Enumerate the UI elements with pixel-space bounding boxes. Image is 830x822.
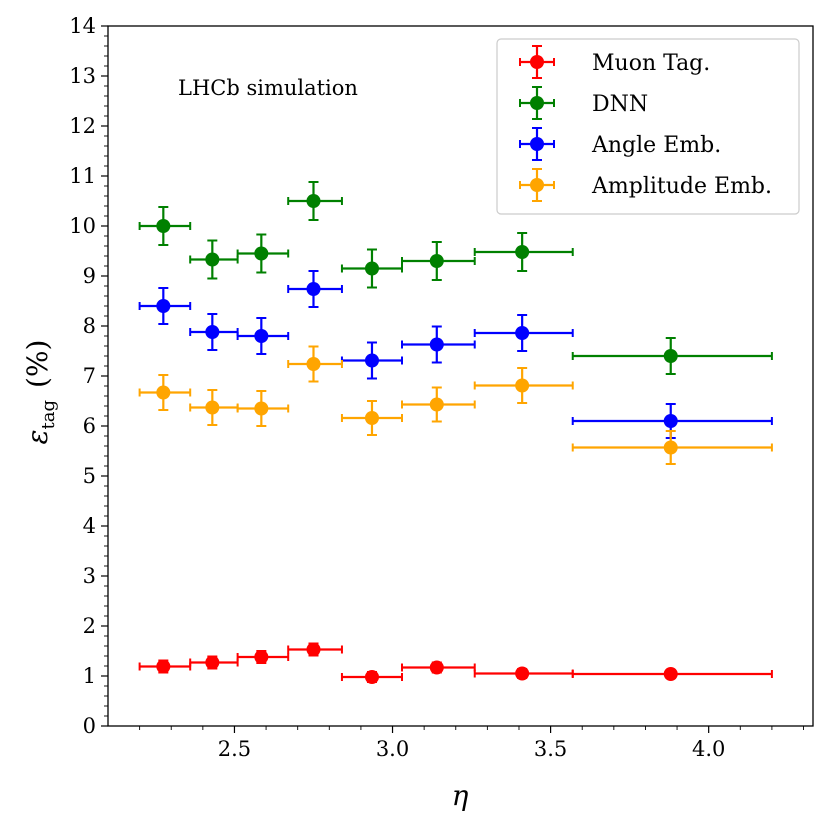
data-point bbox=[306, 357, 321, 371]
data-point bbox=[254, 401, 269, 416]
x-tick-label: 2.5 bbox=[218, 737, 251, 761]
legend-label: Amplitude Emb. bbox=[591, 174, 772, 199]
y-tick-label: 6 bbox=[83, 414, 96, 438]
data-point bbox=[205, 400, 220, 415]
y-axis-label-unit: (%) bbox=[21, 340, 54, 388]
series-muon-tag bbox=[138, 642, 773, 684]
y-axis-label-main: ε bbox=[21, 429, 54, 444]
data-point bbox=[306, 282, 321, 296]
series-layer bbox=[138, 181, 773, 684]
data-point bbox=[663, 414, 678, 428]
data-point bbox=[663, 349, 678, 363]
x-axis-ticks: 2.5 3.0 3.5 4.0 bbox=[139, 726, 804, 761]
plot-frame bbox=[107, 25, 814, 727]
legend-entry: Muon Tag. bbox=[519, 45, 710, 79]
legend: Muon Tag. DNN Angle Emb. Amplitude Emb. bbox=[496, 38, 800, 215]
data-point bbox=[663, 440, 678, 455]
legend-label: Angle Emb. bbox=[591, 133, 721, 158]
y-tick-label: 2 bbox=[83, 614, 96, 638]
y-tick-label: 14 bbox=[69, 14, 96, 38]
data-point bbox=[515, 666, 530, 681]
data-point bbox=[429, 254, 444, 268]
data-point bbox=[306, 642, 321, 657]
legend-marker bbox=[530, 178, 544, 192]
legend-label: Muon Tag. bbox=[592, 51, 710, 76]
data-point bbox=[364, 670, 379, 684]
legend-label: DNN bbox=[592, 92, 648, 117]
data-point bbox=[156, 219, 171, 233]
y-tick-label: 13 bbox=[69, 64, 96, 88]
data-point bbox=[364, 353, 379, 368]
y-tick-label: 9 bbox=[83, 264, 96, 288]
x-tick-label: 4.0 bbox=[692, 737, 725, 761]
y-axis-label-sub: tag bbox=[38, 400, 59, 430]
data-point bbox=[156, 659, 171, 674]
data-point bbox=[306, 194, 321, 208]
x-tick-label: 3.0 bbox=[376, 737, 409, 761]
svg-text:εtag(%): εtag (%) bbox=[21, 340, 59, 445]
annotation-text: LHCb simulation bbox=[178, 76, 358, 100]
data-point bbox=[429, 397, 444, 412]
data-point bbox=[254, 650, 269, 664]
y-tick-label: 4 bbox=[83, 514, 96, 538]
x-axis-label: η bbox=[452, 779, 469, 812]
data-point bbox=[205, 252, 220, 267]
y-tick-label: 3 bbox=[83, 564, 96, 588]
series-angle-emb bbox=[138, 270, 773, 439]
data-point bbox=[364, 411, 379, 425]
y-tick-label: 10 bbox=[69, 214, 96, 238]
legend-marker bbox=[530, 137, 544, 151]
y-tick-label: 11 bbox=[69, 164, 96, 188]
series-amplitude-emb bbox=[138, 345, 773, 465]
y-tick-label: 5 bbox=[83, 464, 96, 488]
legend-entry: Amplitude Emb. bbox=[519, 168, 772, 202]
legend-marker bbox=[530, 55, 544, 69]
legend-entry: Angle Emb. bbox=[519, 127, 721, 161]
data-point bbox=[429, 660, 444, 675]
data-point bbox=[429, 337, 444, 352]
series-dnn bbox=[138, 181, 773, 375]
data-point bbox=[515, 378, 530, 393]
data-point bbox=[254, 329, 269, 343]
data-point bbox=[515, 326, 530, 340]
y-tick-label: 7 bbox=[83, 364, 96, 388]
data-point bbox=[205, 325, 220, 339]
y-tick-label: 8 bbox=[83, 314, 96, 338]
x-tick-label: 3.5 bbox=[534, 737, 567, 761]
y-tick-label: 0 bbox=[83, 714, 96, 738]
data-point bbox=[254, 246, 269, 261]
y-tick-label: 1 bbox=[83, 664, 96, 688]
data-point bbox=[663, 667, 678, 681]
legend-entry: DNN bbox=[519, 86, 648, 120]
data-point bbox=[156, 299, 171, 313]
data-point bbox=[205, 655, 220, 670]
legend-marker bbox=[530, 96, 544, 110]
data-point bbox=[156, 385, 171, 400]
y-tick-label: 12 bbox=[69, 114, 96, 138]
data-point bbox=[515, 245, 530, 259]
data-point bbox=[364, 261, 379, 276]
legend-box bbox=[496, 38, 800, 215]
y-axis-label: εtag (%) bbox=[21, 340, 59, 445]
